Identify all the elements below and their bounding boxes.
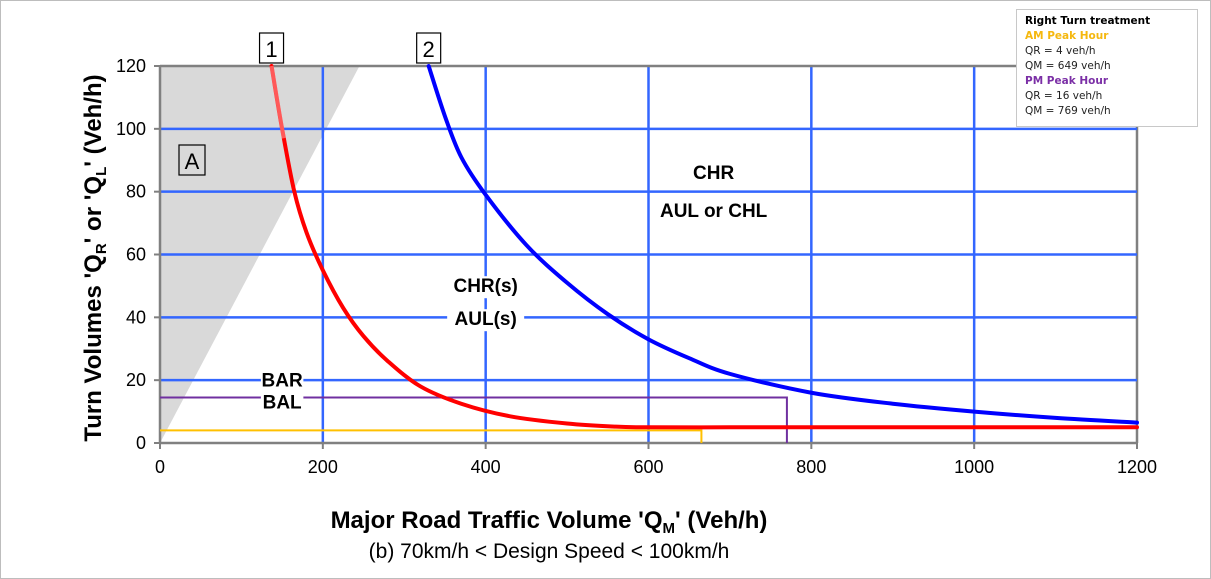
y-tick-label: 0 <box>136 433 146 453</box>
x-tick-label: 600 <box>633 457 663 477</box>
x-tick-label: 800 <box>796 457 826 477</box>
legend-am-heading: AM Peak Hour <box>1025 30 1109 42</box>
y-axis-title: Turn Volumes 'QR' or 'QL' (Veh/h) <box>80 74 110 441</box>
zone-label: CHR(s) <box>453 276 517 297</box>
legend-pm-heading: PM Peak Hour <box>1025 75 1108 87</box>
zone-label-bg <box>260 392 304 415</box>
zone-label-bg <box>652 200 776 223</box>
curve-1 <box>269 64 1139 430</box>
chart-subtitle: (b) 70km/h < Design Speed < 100km/h <box>369 540 730 563</box>
y-tick-label: 80 <box>126 182 146 202</box>
series-layer <box>160 64 1139 443</box>
y-tick-label: 20 <box>126 370 146 390</box>
zone-label: AUL or CHL <box>660 201 768 222</box>
axes-layer <box>154 65 1138 449</box>
zone-label-bg <box>692 163 735 186</box>
y-tick-label: 60 <box>126 245 146 265</box>
x-axis-title: Major Road Traffic Volume 'QM' (Veh/h) <box>331 507 768 537</box>
legend-am-qm: QM = 649 veh/h <box>1025 60 1111 72</box>
zone-label: BAR <box>262 370 303 391</box>
zone-label-bg <box>447 309 525 332</box>
legend-title: Right Turn treatment <box>1025 15 1151 27</box>
curve-1-fade <box>269 65 286 139</box>
y-tick-label: 120 <box>116 56 146 76</box>
legend-pm-qm: QM = 769 veh/h <box>1025 105 1111 117</box>
region-a-label: A <box>185 149 200 174</box>
treatment-legend: Right Turn treatment AM Peak Hour QR = 4… <box>1016 9 1198 127</box>
y-tick-label: 40 <box>126 307 146 327</box>
curve-1-tag-box <box>258 32 285 64</box>
zone-label: CHR <box>693 163 734 184</box>
curve-2-tag: 2 <box>423 37 435 62</box>
zone-label-bg <box>447 276 525 299</box>
zone-label: BAL <box>263 392 302 413</box>
region-a-box <box>178 144 206 176</box>
x-tick-label: 400 <box>471 457 501 477</box>
legend-am-qr: QR = 4 veh/h <box>1025 45 1096 57</box>
treatment-line-pm <box>160 396 788 443</box>
legend-pm-qr: QR = 16 veh/h <box>1025 90 1103 102</box>
curve-2 <box>426 64 1139 425</box>
zone-label: AUL(s) <box>455 309 517 330</box>
x-tick-label: 0 <box>155 457 165 477</box>
y-tick-label: 100 <box>116 119 146 139</box>
treatment-line-am <box>160 429 703 443</box>
x-tick-label: 1200 <box>1117 457 1157 477</box>
curve-1-tag: 1 <box>265 37 277 62</box>
curve-2-tag-box <box>416 32 442 64</box>
zone-label-bg <box>260 370 304 393</box>
x-tick-label: 1000 <box>954 457 994 477</box>
x-tick-label: 200 <box>308 457 338 477</box>
grid-layer <box>160 64 1139 443</box>
